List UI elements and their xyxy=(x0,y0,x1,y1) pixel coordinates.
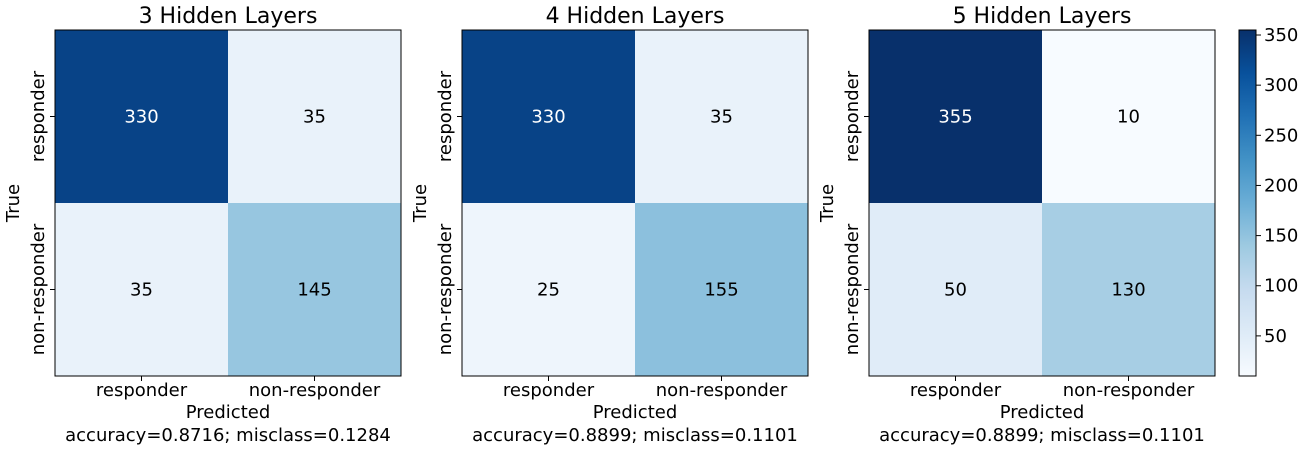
y-axis-label: True xyxy=(817,184,838,223)
heatmap-cell xyxy=(228,203,401,376)
heatmap-cell xyxy=(1042,30,1215,203)
colorbar-tick-label: 50 xyxy=(1264,326,1287,347)
plot-frame xyxy=(54,29,402,377)
y-axis-label: True xyxy=(410,184,431,223)
colorbar-tick-label: 100 xyxy=(1264,276,1298,297)
panel-title: 4 Hidden Layers xyxy=(546,4,725,29)
cell-value-label: 50 xyxy=(944,280,967,301)
colorbar-gradient xyxy=(1239,30,1256,376)
accuracy-label: accuracy=0.8899; misclass=0.1101 xyxy=(472,425,798,446)
y-axis-label: True xyxy=(3,184,24,223)
y-tick-label: responder xyxy=(435,70,456,162)
cell-value-label: 355 xyxy=(938,107,972,128)
heatmap-cell xyxy=(462,30,635,203)
cell-value-label: 35 xyxy=(130,280,153,301)
heatmap-cell xyxy=(228,30,401,203)
cell-value-label: 330 xyxy=(124,107,158,128)
heatmap-panels: 330 35 35 145 3 Hidden Layers responder non-re… xyxy=(3,4,1216,446)
heatmap-cell xyxy=(55,203,228,376)
x-tick-label: responder xyxy=(503,380,595,401)
heatmap-cell xyxy=(869,203,1042,376)
colorbar-tick-label: 150 xyxy=(1264,226,1298,247)
panel-title: 3 Hidden Layers xyxy=(139,4,318,29)
heatmap-panel-2: 330 35 25 155 4 Hidden Layers responder non-re… xyxy=(410,4,809,446)
x-tick-label: non-responder xyxy=(249,380,381,401)
accuracy-label: accuracy=0.8899; misclass=0.1101 xyxy=(879,425,1205,446)
heatmap-cell xyxy=(462,203,635,376)
colorbar-tick-label: 200 xyxy=(1264,175,1298,196)
colorbar-frame xyxy=(1238,29,1257,377)
cell-value-label: 10 xyxy=(1117,107,1140,128)
y-tick-label: non-responder xyxy=(435,223,456,355)
y-tick-label: responder xyxy=(842,70,863,162)
cell-value-label: 330 xyxy=(531,107,565,128)
x-axis-label: Predicted xyxy=(1000,402,1085,423)
heatmap-cell xyxy=(55,30,228,203)
cell-value-label: 35 xyxy=(303,107,326,128)
plot-frame xyxy=(461,29,809,377)
y-tick-label: non-responder xyxy=(28,223,49,355)
heatmap-cell xyxy=(869,30,1042,203)
cell-value-label: 155 xyxy=(704,280,738,301)
panel-title: 5 Hidden Layers xyxy=(953,4,1132,29)
y-tick-label: responder xyxy=(28,70,49,162)
accuracy-label: accuracy=0.8716; misclass=0.1284 xyxy=(65,425,391,446)
x-tick-label: responder xyxy=(96,380,188,401)
colorbar-tick-label: 300 xyxy=(1264,75,1298,96)
cell-value-label: 35 xyxy=(710,107,733,128)
x-tick-label: responder xyxy=(910,380,1002,401)
heatmap-cell xyxy=(1042,203,1215,376)
colorbar-tick-label: 250 xyxy=(1264,125,1298,146)
cell-value-label: 25 xyxy=(537,280,560,301)
heatmap-cell xyxy=(635,30,808,203)
x-tick-label: non-responder xyxy=(1063,380,1195,401)
heatmap-cell xyxy=(635,203,808,376)
x-tick-label: non-responder xyxy=(656,380,788,401)
plot-frame xyxy=(868,29,1216,377)
x-axis-label: Predicted xyxy=(186,402,271,423)
colorbar: 50 100 150 200 250 300 350 xyxy=(1238,25,1298,377)
heatmap-panel-3: 355 10 50 130 5 Hidden Layers responder non-re… xyxy=(817,4,1216,446)
cell-value-label: 145 xyxy=(297,280,331,301)
x-axis-label: Predicted xyxy=(593,402,678,423)
cell-value-label: 130 xyxy=(1111,280,1145,301)
y-tick-label: non-responder xyxy=(842,223,863,355)
colorbar-tick-label: 350 xyxy=(1264,25,1298,46)
heatmap-panel-1: 330 35 35 145 3 Hidden Layers responder non-re… xyxy=(3,4,402,446)
